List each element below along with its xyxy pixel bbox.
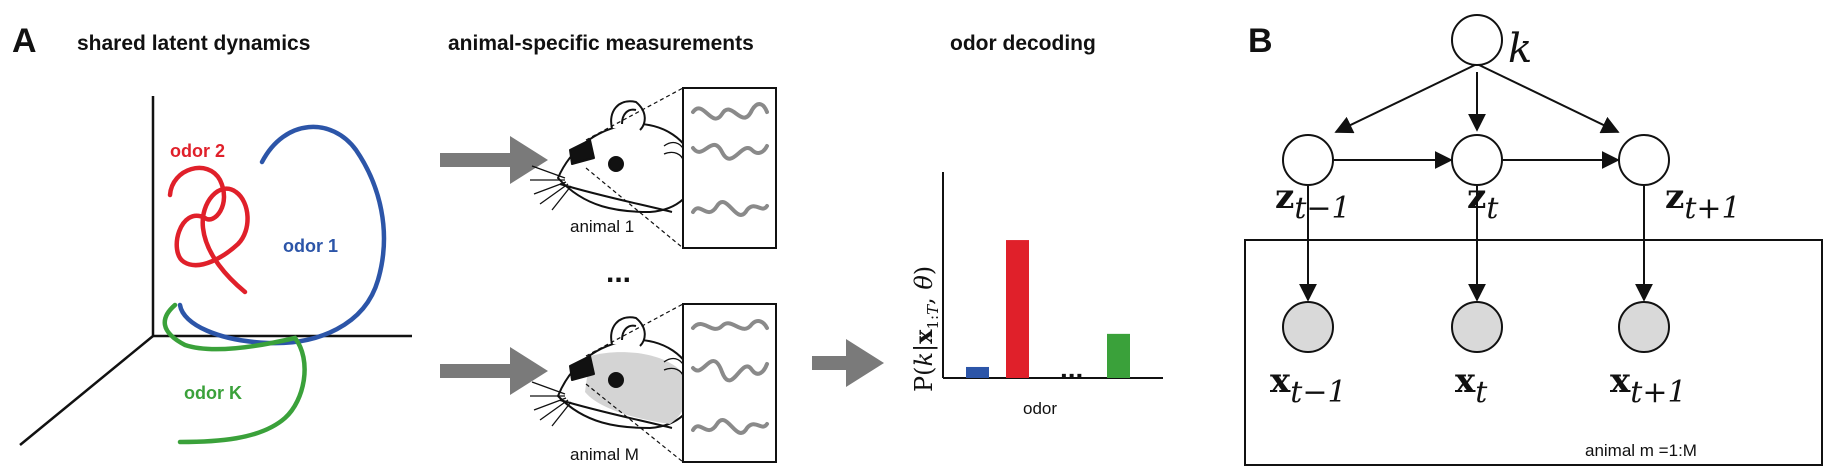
label-z-next: zt+1 [1665,177,1741,226]
node-z-prev [1282,134,1334,186]
traces-box-M [682,303,777,463]
arrow-to-animal-M [440,347,548,395]
node-z-curr [1451,134,1503,186]
gray-arrows [440,136,884,395]
traces-M [691,319,769,435]
panel-b-letter: B [1248,22,1273,60]
latent-axis-depth [19,335,154,446]
decoding-x-label: odor [1023,399,1057,418]
decoding-bars [966,240,1130,378]
odor-2-label: odor 2 [170,141,225,161]
zoom-lines-M [585,303,684,463]
heading-shared-latent-dynamics: shared latent dynamics [77,32,310,55]
odor-K-label: odor K [184,383,242,403]
odor-1-trajectory [177,124,387,346]
arrow-to-decoder [812,339,884,387]
edge-k-zprev [1334,63,1478,134]
latent-axes [19,96,412,446]
animal-M-label: animal M [570,445,639,464]
decoding-ellipsis: ... [1060,353,1083,384]
heading-odor-decoding: odor decoding [950,32,1096,55]
panel-a-letter: A [12,22,37,60]
animals-ellipsis: ... [606,256,631,289]
traces-box-1 [682,87,777,249]
heading-animal-specific-measurements: animal-specific measurements [448,32,754,55]
bar-odor-2 [1006,240,1029,378]
plate-label: animal m =1:M [1585,441,1697,460]
animal-1-label: animal 1 [570,217,634,236]
node-z-next [1618,134,1670,186]
label-x-curr: xt [1455,361,1488,410]
label-z-prev: zt−1 [1275,177,1351,226]
node-x-curr [1451,301,1503,353]
node-x-next [1618,301,1670,353]
label-x-next: xt+1 [1610,361,1687,410]
label-x-prev: xt−1 [1270,361,1347,410]
bar-odor-K [1107,333,1130,378]
traces-1 [691,102,769,217]
odor-2-trajectory [167,165,250,295]
arrow-to-animal-1 [440,136,548,184]
odor-K-trajectory [162,302,307,445]
bar-odor-1 [966,366,989,378]
decoding-y-label: P(k|x1:T, θ) [909,266,942,392]
mouse-head-M [530,316,696,429]
graph-edges [1299,63,1653,302]
graph-nodes [1282,14,1670,353]
label-k: k [1508,26,1532,72]
zoom-lines-1 [585,87,684,249]
edge-k-znext [1476,63,1620,134]
plate [1244,239,1823,466]
odor-1-label: odor 1 [283,236,338,256]
node-x-prev [1282,301,1334,353]
decoding-chart: ... odor P(k|x1:T, θ) [909,172,1163,418]
node-k [1451,14,1503,66]
mouse-head-1 [530,100,696,213]
label-z-curr: zt [1467,177,1499,226]
